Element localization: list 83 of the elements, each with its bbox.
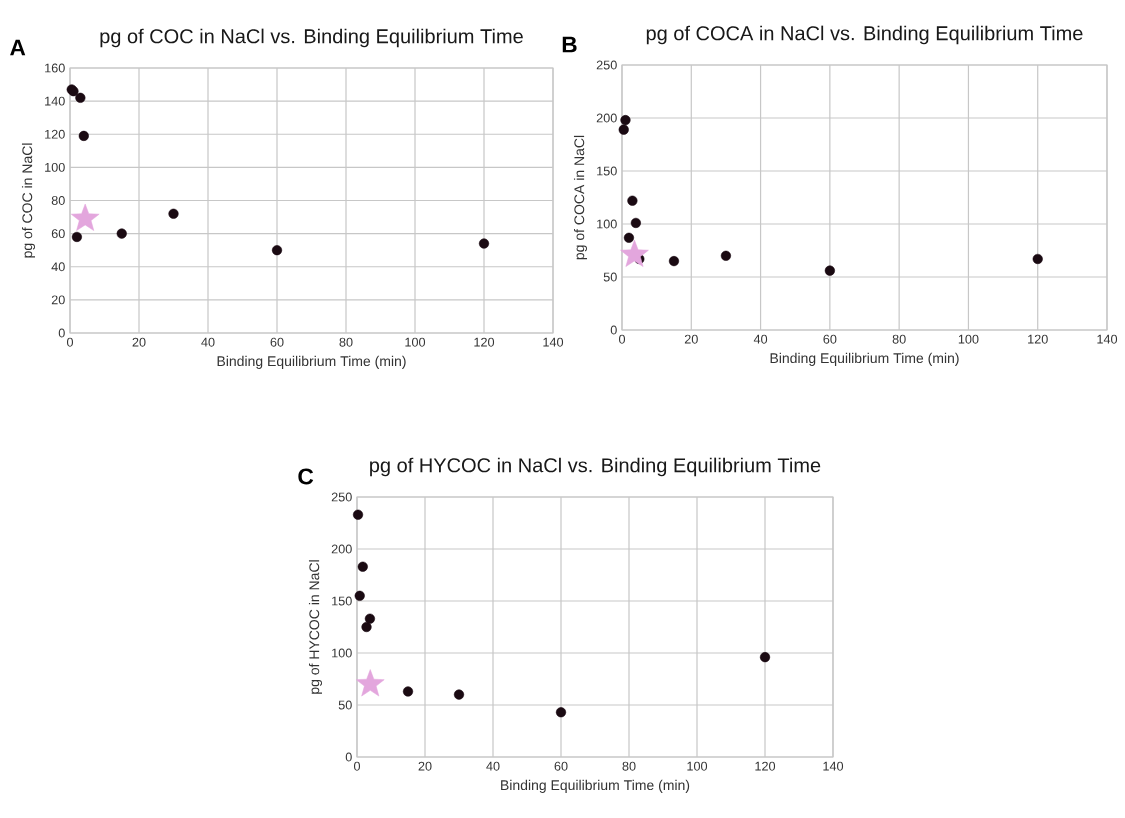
point (630, 217, 641, 229)
y-tick-label: 150 (332, 596, 352, 606)
x-tick-label: 20 (132, 337, 146, 347)
point (271, 245, 283, 256)
x-tick-label: 20 (418, 761, 432, 771)
x-tick-label: 60 (823, 334, 837, 344)
point (759, 652, 771, 663)
y-tick-label: 100 (45, 162, 65, 172)
y-tick-label: 60 (51, 229, 65, 239)
x-axis-title: Binding Equilibrium Time (min) (217, 355, 406, 369)
y-tick-label: 40 (51, 262, 65, 272)
y-axis-title: pg of HYCOC in NaCl (308, 560, 322, 694)
x-tick-label: 120 (1028, 334, 1048, 344)
x-tick-label: 40 (753, 334, 768, 344)
point (453, 689, 465, 700)
y-tick-label: 160 (45, 63, 65, 73)
x-tick-label: 80 (622, 761, 636, 771)
y-axis-title: pg of COC in NaCl (21, 143, 35, 258)
y-tick-label: 250 (596, 60, 617, 70)
x-axis-title: Binding Equilibrium Time (min) (501, 779, 690, 793)
point (478, 238, 490, 249)
point (627, 195, 638, 206)
point (357, 561, 368, 572)
point (168, 208, 179, 219)
y-tick-label: 200 (331, 544, 352, 554)
x-tick-label: 0 (618, 334, 626, 344)
point (555, 707, 567, 718)
x-tick-label: 40 (201, 337, 215, 347)
point (620, 239, 649, 267)
x-tick-label: 120 (474, 337, 495, 347)
chart-title: pg of HYCOC in NaCl vs. Binding Equilibrium Time (370, 457, 821, 477)
x-tick-label: 140 (1097, 334, 1118, 344)
point (364, 613, 375, 624)
x-tick-label: 120 (755, 761, 776, 771)
x-tick-label: 140 (543, 337, 564, 347)
point (618, 124, 629, 135)
point (116, 228, 127, 239)
point (75, 92, 86, 103)
x-tick-label: 100 (958, 334, 979, 344)
point (352, 509, 364, 520)
y-tick-label: 140 (45, 96, 65, 106)
x-tick-label: 140 (823, 761, 844, 771)
point (402, 686, 414, 697)
point (668, 256, 680, 267)
y-tick-label: 100 (332, 648, 352, 658)
x-tick-label: 100 (687, 761, 708, 771)
x-tick-label: 20 (684, 334, 698, 344)
point (354, 590, 365, 601)
x-tick-label: 100 (405, 337, 426, 347)
y-tick-label: 100 (597, 219, 617, 229)
point (71, 231, 82, 242)
point (1032, 253, 1043, 265)
y-tick-label: 50 (603, 272, 617, 282)
y-tick-label: 20 (51, 295, 65, 305)
point (824, 265, 835, 276)
point (623, 232, 635, 243)
y-tick-label: 50 (338, 700, 352, 710)
x-tick-label: 60 (554, 761, 568, 771)
point (361, 621, 372, 633)
chart-title: pg of COC in NaCl vs. Binding Equilibrium Time (100, 28, 523, 48)
y-tick-label: 0 (610, 325, 617, 335)
x-tick-label: 60 (270, 337, 284, 347)
point (720, 250, 731, 261)
y-axis-title: pg of COCA in NaCl (573, 135, 588, 260)
y-tick-label: 150 (597, 166, 617, 176)
x-tick-label: 0 (353, 761, 361, 771)
y-tick-label: 80 (51, 196, 65, 205)
text: A (10, 39, 26, 56)
y-tick-label: 200 (596, 113, 617, 123)
text: B (562, 36, 577, 53)
x-tick-label: 40 (486, 761, 500, 771)
x-tick-label: 0 (66, 337, 74, 347)
y-tick-label: 120 (45, 129, 65, 139)
text: C (298, 468, 314, 485)
chart-title: pg of COCA in NaCl vs. Binding Equilibrium Time (646, 25, 1083, 45)
point (78, 130, 89, 141)
point (70, 203, 100, 231)
point (620, 115, 631, 126)
y-tick-label: 250 (331, 492, 352, 502)
x-axis-title: Binding Equilibrium Time (min) (770, 352, 959, 366)
x-tick-label: 80 (892, 334, 906, 344)
y-tick-label: 0 (345, 752, 352, 762)
point (356, 669, 385, 697)
